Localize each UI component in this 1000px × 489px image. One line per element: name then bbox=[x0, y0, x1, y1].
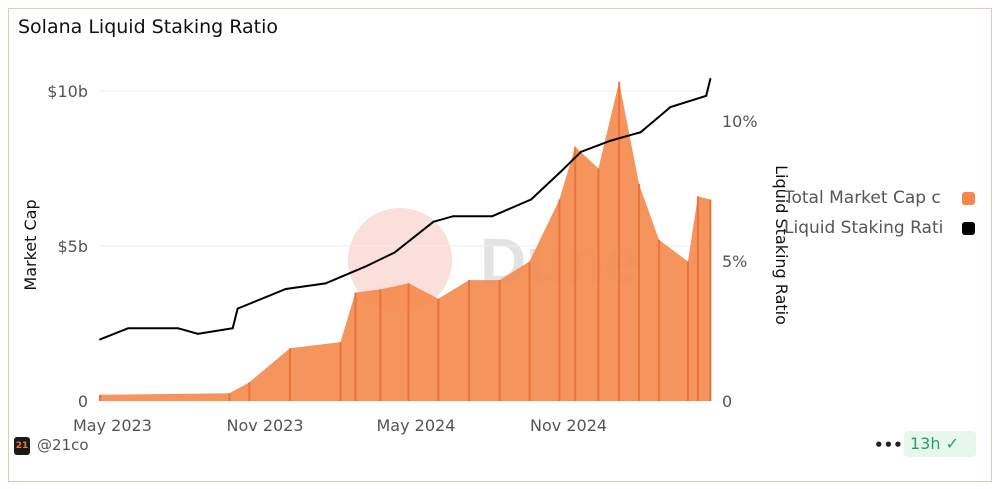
market-cap-bar bbox=[354, 292, 357, 401]
market-cap-bar bbox=[379, 289, 382, 401]
chart-title: Solana Liquid Staking Ratio bbox=[18, 16, 279, 38]
y-right-axis-label: Liquid Staking Ratio bbox=[772, 165, 791, 325]
market-cap-bar bbox=[657, 239, 660, 401]
x-tick-label: May 2023 bbox=[73, 416, 152, 435]
x-tick-label: May 2024 bbox=[377, 416, 456, 435]
market-cap-bar bbox=[288, 348, 291, 401]
legend-item-market-cap[interactable]: Total Market Cap c bbox=[784, 188, 975, 208]
market-cap-bar bbox=[339, 342, 342, 401]
staking-ratio-point bbox=[579, 150, 582, 153]
market-cap-bar bbox=[498, 280, 501, 401]
staking-ratio-point bbox=[530, 198, 533, 201]
market-cap-bar bbox=[638, 184, 641, 401]
market-cap-bar bbox=[437, 298, 440, 401]
staking-ratio-point bbox=[364, 265, 367, 268]
verified-icon: ✓ bbox=[945, 434, 959, 453]
staking-ratio-point bbox=[231, 327, 234, 330]
legend-label: Liquid Staking Rati bbox=[784, 218, 944, 238]
x-tick-label: Nov 2023 bbox=[227, 416, 304, 435]
y-left-axis-label: Market Cap bbox=[21, 199, 40, 290]
staking-ratio-point bbox=[196, 332, 199, 335]
legend-item-staking-ratio[interactable]: Liquid Staking Rati bbox=[784, 218, 975, 238]
chart-card bbox=[8, 8, 992, 482]
x-tick-label: Nov 2024 bbox=[530, 416, 607, 435]
staking-ratio-point bbox=[99, 338, 101, 341]
market-cap-bar bbox=[528, 261, 531, 401]
y-right-tick-label: 10% bbox=[722, 112, 758, 131]
market-cap-area bbox=[100, 81, 711, 401]
market-cap-bar bbox=[407, 283, 410, 401]
market-cap-bar bbox=[228, 393, 231, 401]
staking-ratio-point bbox=[639, 131, 642, 134]
market-cap-bar bbox=[686, 261, 689, 401]
y-right-tick-label: 5% bbox=[722, 252, 747, 271]
market-cap-bar bbox=[696, 196, 699, 401]
y-left-tick-label: 0 bbox=[78, 392, 88, 411]
market-cap-bar bbox=[709, 199, 712, 401]
creator-handle[interactable]: @21co bbox=[37, 436, 89, 454]
freshness-text: 13h bbox=[910, 434, 941, 453]
market-cap-bar bbox=[248, 382, 251, 401]
legend-swatch bbox=[962, 192, 975, 205]
freshness-badge[interactable]: 13h ✓ bbox=[904, 431, 976, 457]
staking-ratio-point bbox=[127, 327, 130, 330]
y-left-tick-label: $5b bbox=[57, 237, 88, 256]
staking-ratio-point bbox=[324, 282, 327, 285]
market-cap-bar bbox=[99, 394, 101, 401]
market-cap-bar bbox=[558, 199, 561, 401]
y-left-tick-label: $10b bbox=[47, 82, 88, 101]
staking-ratio-point bbox=[491, 215, 494, 218]
legend-label: Total Market Cap c bbox=[784, 188, 941, 208]
watermark-logo-circle bbox=[348, 208, 452, 312]
market-cap-bar bbox=[597, 168, 600, 401]
staking-ratio-point bbox=[236, 307, 239, 310]
staking-ratio-point bbox=[176, 327, 179, 330]
staking-ratio-point bbox=[452, 215, 455, 218]
market-cap-bar bbox=[468, 280, 471, 401]
market-cap-bar bbox=[574, 146, 577, 401]
staking-ratio-point bbox=[669, 106, 672, 108]
y-right-tick-label: 0 bbox=[722, 392, 732, 411]
staking-ratio-point bbox=[560, 170, 563, 173]
market-cap-bar bbox=[618, 81, 621, 401]
creator-logo[interactable]: 21 bbox=[14, 437, 30, 455]
legend-swatch bbox=[962, 222, 975, 235]
staking-ratio-point bbox=[432, 220, 435, 223]
more-options-button[interactable]: ••• bbox=[874, 436, 903, 454]
staking-ratio-point bbox=[709, 78, 712, 80]
staking-ratio-point bbox=[609, 139, 612, 142]
staking-ratio-point bbox=[705, 94, 708, 97]
staking-ratio-point bbox=[284, 288, 287, 290]
staking-ratio-point bbox=[393, 251, 396, 254]
